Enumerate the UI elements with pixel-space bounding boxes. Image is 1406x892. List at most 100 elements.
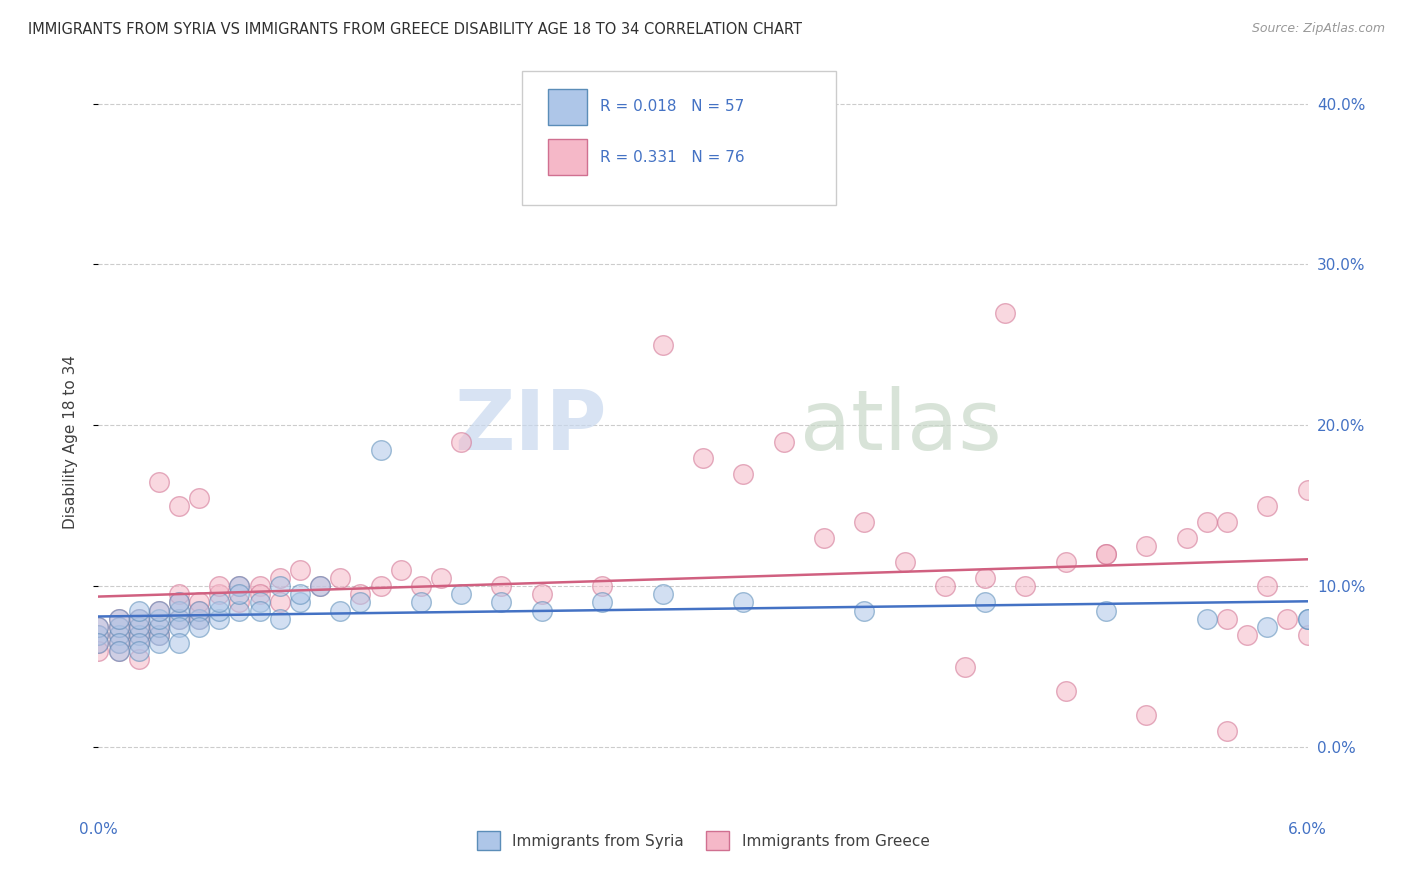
Point bbox=[228, 579, 250, 593]
Point bbox=[1216, 724, 1239, 739]
Point bbox=[188, 611, 211, 625]
Point bbox=[1216, 515, 1239, 529]
Point bbox=[228, 587, 250, 601]
Point bbox=[107, 628, 129, 642]
Point bbox=[208, 587, 231, 601]
Point bbox=[249, 579, 271, 593]
Point bbox=[87, 619, 110, 633]
Point bbox=[167, 499, 190, 513]
Point bbox=[128, 619, 150, 633]
Point bbox=[491, 595, 513, 609]
Legend: Immigrants from Syria, Immigrants from Greece: Immigrants from Syria, Immigrants from G… bbox=[471, 825, 935, 856]
Point bbox=[228, 595, 250, 609]
Point bbox=[1135, 708, 1157, 723]
Point bbox=[167, 611, 190, 625]
Point bbox=[208, 595, 231, 609]
Point bbox=[1095, 547, 1118, 561]
Point bbox=[208, 603, 231, 617]
Point bbox=[87, 628, 110, 642]
Point bbox=[128, 628, 150, 642]
Point bbox=[128, 619, 150, 633]
Point bbox=[309, 579, 332, 593]
Point bbox=[249, 587, 271, 601]
Point bbox=[1256, 579, 1278, 593]
Point bbox=[128, 611, 150, 625]
Point bbox=[87, 644, 110, 658]
Point bbox=[1296, 483, 1319, 497]
Point bbox=[1256, 619, 1278, 633]
Point bbox=[87, 619, 110, 633]
Point bbox=[128, 644, 150, 658]
Point bbox=[1277, 611, 1299, 625]
Text: ZIP: ZIP bbox=[454, 386, 606, 467]
Point bbox=[329, 571, 352, 585]
Point bbox=[167, 595, 190, 609]
Point bbox=[167, 603, 190, 617]
Point bbox=[893, 555, 915, 569]
Point bbox=[128, 603, 150, 617]
Text: Source: ZipAtlas.com: Source: ZipAtlas.com bbox=[1251, 22, 1385, 36]
Point bbox=[208, 611, 231, 625]
Point bbox=[188, 603, 211, 617]
Point bbox=[853, 515, 876, 529]
Point bbox=[1095, 603, 1118, 617]
Point bbox=[733, 467, 755, 481]
Point bbox=[370, 442, 392, 457]
Point bbox=[128, 652, 150, 666]
Point bbox=[167, 587, 190, 601]
Point bbox=[107, 619, 129, 633]
Point bbox=[1054, 555, 1077, 569]
Point bbox=[188, 611, 211, 625]
Point bbox=[1296, 611, 1319, 625]
Point bbox=[148, 603, 170, 617]
Point bbox=[167, 636, 190, 650]
Point bbox=[128, 611, 150, 625]
Point bbox=[269, 571, 291, 585]
Point bbox=[530, 587, 553, 601]
Point bbox=[107, 611, 129, 625]
Point bbox=[491, 579, 513, 593]
Point bbox=[148, 619, 170, 633]
Point bbox=[107, 619, 129, 633]
Point bbox=[128, 636, 150, 650]
Point bbox=[349, 587, 371, 601]
Point bbox=[994, 306, 1017, 320]
Point bbox=[228, 579, 250, 593]
Point bbox=[208, 579, 231, 593]
Point bbox=[692, 450, 714, 465]
Point bbox=[188, 595, 211, 609]
Point bbox=[148, 628, 170, 642]
Point bbox=[1236, 628, 1258, 642]
Point bbox=[128, 636, 150, 650]
Point bbox=[107, 611, 129, 625]
Point bbox=[853, 603, 876, 617]
Y-axis label: Disability Age 18 to 34: Disability Age 18 to 34 bbox=[63, 354, 77, 529]
Point bbox=[651, 338, 673, 352]
Point bbox=[107, 636, 129, 650]
Point bbox=[269, 595, 291, 609]
Point bbox=[107, 644, 129, 658]
Point bbox=[651, 587, 673, 601]
Point bbox=[288, 595, 311, 609]
Point bbox=[772, 434, 794, 449]
Point bbox=[1135, 539, 1157, 553]
Point bbox=[288, 587, 311, 601]
Point bbox=[1175, 531, 1198, 545]
Point bbox=[409, 579, 432, 593]
FancyBboxPatch shape bbox=[548, 89, 586, 125]
Point bbox=[87, 628, 110, 642]
Point bbox=[309, 579, 332, 593]
Point bbox=[733, 595, 755, 609]
Point bbox=[953, 660, 976, 674]
Point bbox=[349, 595, 371, 609]
Point bbox=[188, 491, 211, 505]
Point bbox=[167, 619, 190, 633]
Text: R = 0.018   N = 57: R = 0.018 N = 57 bbox=[600, 99, 744, 114]
Point bbox=[188, 603, 211, 617]
Point bbox=[530, 603, 553, 617]
Point bbox=[148, 619, 170, 633]
Point bbox=[450, 434, 472, 449]
Point bbox=[148, 628, 170, 642]
Point bbox=[370, 579, 392, 593]
Point bbox=[974, 595, 997, 609]
